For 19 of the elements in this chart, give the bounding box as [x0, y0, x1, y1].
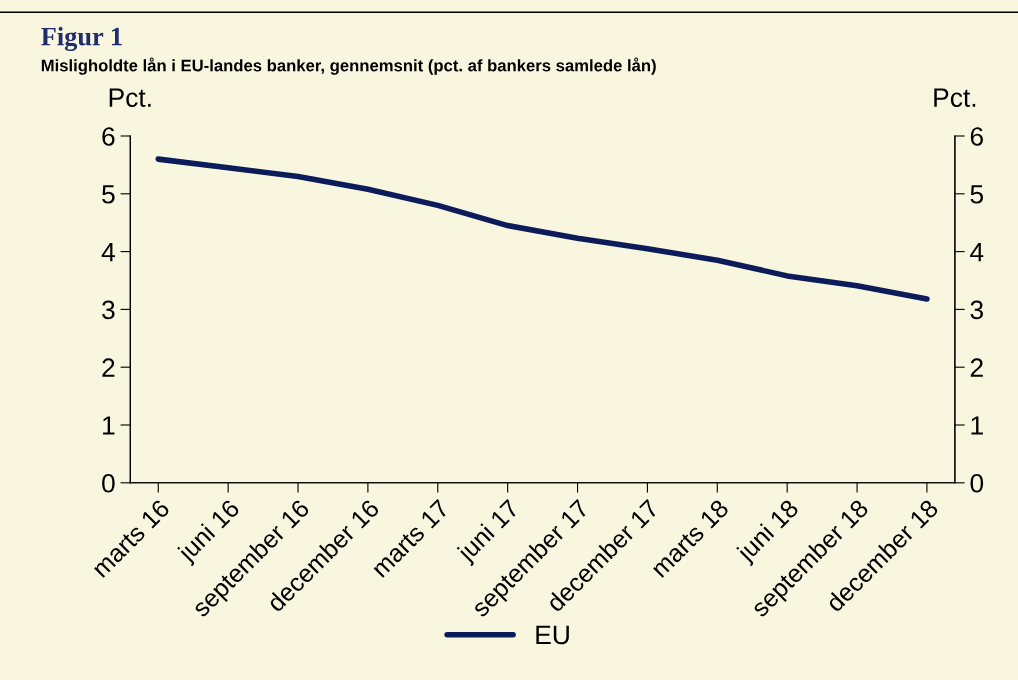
- y2-tick-label: 5: [970, 185, 984, 204]
- y2-tick-label: 0: [970, 473, 984, 493]
- legend-label: EU: [536, 625, 569, 645]
- y2-axis-title: Pct.: [934, 88, 976, 107]
- y-tick-label: 6: [102, 127, 115, 146]
- chart-subtitle: Misligholdte lån i EU-landes banker, gennemsnit (pct. af bankers samlede lån): [41, 57, 656, 75]
- y-tick-label: 2: [102, 358, 115, 377]
- y-tick-label: 1: [103, 416, 115, 435]
- y-tick-label: 4: [101, 243, 115, 262]
- y2-tick-label: 1: [971, 416, 983, 435]
- y2-tick-label: 3: [970, 300, 983, 320]
- y-tick-label: 3: [102, 300, 115, 320]
- y-axis-title: Pct.: [109, 88, 151, 107]
- y-tick-label: 0: [102, 473, 115, 493]
- y-tick-label: 5: [102, 185, 115, 204]
- y2-tick-label: 6: [970, 127, 983, 146]
- y2-tick-label: 2: [970, 358, 983, 377]
- chart-title: Figur 1: [41, 26, 122, 51]
- y2-tick-label: 4: [970, 243, 984, 262]
